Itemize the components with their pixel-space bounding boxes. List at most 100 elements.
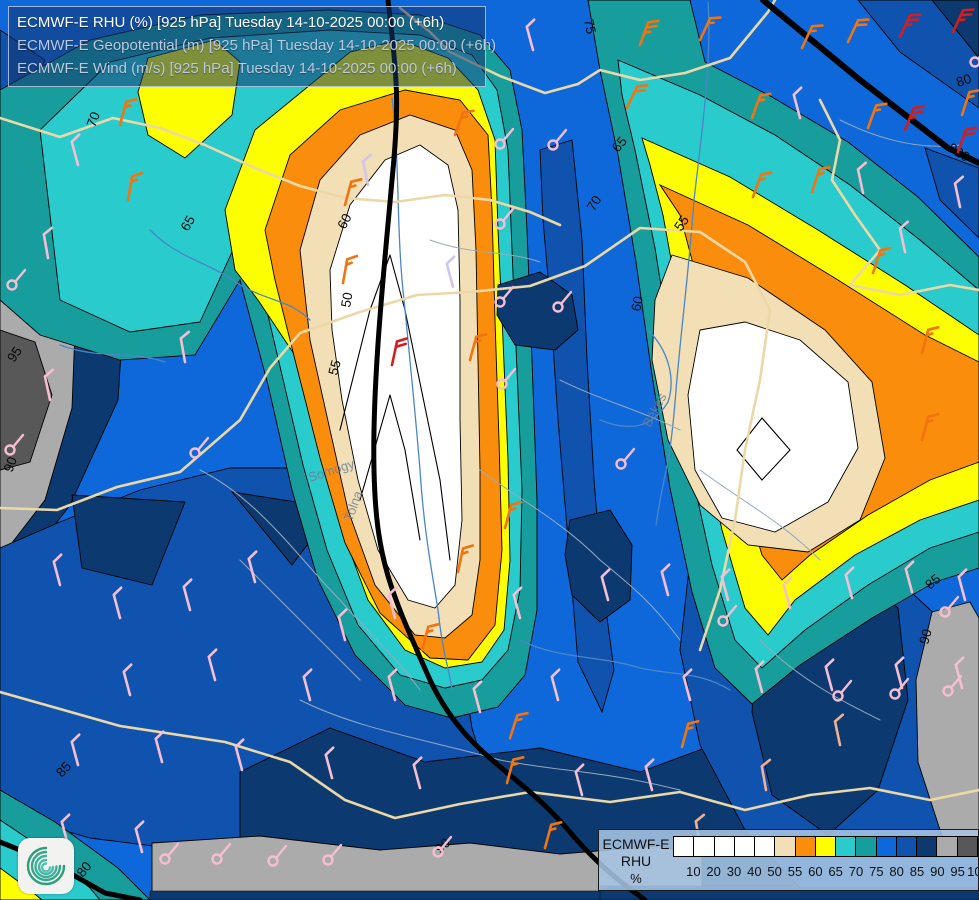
river-line bbox=[599, 329, 672, 427]
wind-barb bbox=[953, 175, 965, 209]
wind-barb bbox=[898, 220, 910, 254]
title-geopotential: ECMWF-E Geopotential (m) [925 hPa] Tuesd… bbox=[17, 37, 496, 54]
legend-swatch-75 bbox=[856, 836, 877, 857]
county-boundary-line bbox=[299, 699, 681, 791]
humidity-contour-label: 90 bbox=[1, 455, 20, 474]
wind-barb bbox=[871, 246, 892, 275]
county-boundary-line bbox=[199, 469, 421, 691]
legend-model: ECMWF-E bbox=[602, 835, 670, 852]
wind-barb bbox=[361, 153, 373, 187]
country-border-line bbox=[0, 226, 702, 512]
calm-wind-marker bbox=[267, 844, 288, 867]
calm-wind-marker bbox=[969, 55, 979, 68]
wind-barb bbox=[337, 608, 348, 642]
geopotential-contour-820 bbox=[760, 0, 979, 166]
legend-tick: 60 bbox=[808, 864, 823, 879]
wind-barb bbox=[956, 126, 978, 154]
wind-barb bbox=[574, 763, 585, 797]
wind-barb bbox=[920, 326, 940, 355]
humidity-contour-label: 55 bbox=[325, 358, 343, 376]
wind-barb bbox=[43, 368, 55, 402]
inner-contour-40 bbox=[736, 417, 791, 481]
wind-barb bbox=[824, 658, 835, 692]
wind-barb bbox=[525, 18, 536, 52]
legend-tick: 85 bbox=[909, 864, 925, 879]
color-legend: ECMWF-E RHU % 10 20 30 40 50 55 60 65 70 75 80 85 90… bbox=[598, 829, 979, 891]
wind-barb bbox=[903, 105, 926, 132]
legend-swatch-10 bbox=[674, 836, 695, 857]
wind-barb bbox=[960, 88, 979, 117]
band-rh-85-90 bbox=[496, 271, 579, 351]
wind-barb bbox=[302, 668, 313, 702]
wind-barb bbox=[387, 586, 398, 620]
wind-barb bbox=[445, 255, 456, 289]
humidity-contour-label: 70 bbox=[84, 110, 103, 129]
wind-barb bbox=[856, 161, 868, 195]
legend-parameter: RHU bbox=[620, 852, 652, 869]
wind-barb bbox=[134, 820, 145, 854]
legend-tick: 65 bbox=[828, 864, 843, 879]
wind-barb bbox=[324, 746, 335, 780]
wind-barb bbox=[844, 566, 855, 600]
weather-service-spiral-logo bbox=[18, 838, 74, 894]
wind-barb bbox=[42, 226, 54, 260]
calm-wind-marker bbox=[496, 367, 517, 390]
wind-barb bbox=[680, 720, 700, 749]
wind-barb bbox=[468, 333, 488, 362]
river-line bbox=[519, 639, 731, 691]
river-line bbox=[59, 344, 166, 363]
band-rh-below-50 bbox=[687, 321, 859, 533]
wind-barb bbox=[126, 171, 144, 202]
calm-wind-marker bbox=[322, 843, 343, 866]
legend-tick: 70 bbox=[848, 864, 864, 879]
humidity-contour-label: 90 bbox=[916, 627, 934, 645]
calm-wind-marker bbox=[939, 595, 960, 618]
wind-barb bbox=[760, 758, 772, 792]
humidity-contour-label: 80 bbox=[74, 859, 95, 880]
wind-barb bbox=[543, 821, 563, 850]
wind-barb bbox=[904, 560, 915, 594]
wind-barb bbox=[810, 165, 831, 194]
wind-barb bbox=[898, 13, 922, 39]
legend-tick: 95 bbox=[950, 864, 965, 879]
county-boundary-line bbox=[239, 559, 361, 681]
legend-unit: % bbox=[630, 870, 642, 886]
legend-tick: 40 bbox=[747, 864, 762, 879]
wind-barb bbox=[833, 713, 845, 747]
calm-wind-marker bbox=[717, 604, 738, 627]
county-boundary-line bbox=[559, 379, 681, 431]
wind-barb bbox=[70, 733, 81, 767]
wind-barb bbox=[660, 563, 671, 597]
legend-swatch-70 bbox=[836, 836, 857, 857]
wind-barb bbox=[508, 711, 529, 740]
title-rhu: ECMWF-E RHU (%) [925 hPa] Tuesday 14-10-… bbox=[17, 14, 445, 31]
calm-wind-marker bbox=[211, 842, 232, 865]
legend-swatch-85 bbox=[896, 836, 918, 857]
wind-barb bbox=[179, 330, 191, 364]
wind-barb bbox=[954, 656, 965, 690]
band-rh-below-50 bbox=[329, 144, 463, 609]
humidity-contour-label: 85 bbox=[922, 571, 943, 592]
wind-barb bbox=[343, 178, 363, 207]
wind-barb bbox=[505, 756, 525, 785]
title-wind: ECMWF-E Wind (m/s) [925 hPa] Tuesday 14-… bbox=[17, 60, 457, 77]
legend-caption: ECMWF-E RHU % bbox=[599, 830, 673, 892]
calm-wind-marker bbox=[889, 677, 910, 700]
wind-barb bbox=[638, 19, 660, 47]
legend-tick: 20 bbox=[706, 864, 721, 879]
humidity-contour-label: 60 bbox=[334, 211, 354, 231]
county-boundary-line bbox=[429, 239, 541, 263]
wind-barb bbox=[782, 576, 793, 610]
county-boundary-line bbox=[479, 469, 681, 641]
humidity-contour-label: 95 bbox=[4, 344, 25, 365]
wind-barb bbox=[118, 98, 138, 127]
wind-barb bbox=[750, 92, 772, 120]
calm-wind-marker bbox=[942, 674, 963, 697]
wind-barb bbox=[52, 553, 63, 587]
band-rh-85-90 bbox=[71, 494, 186, 586]
legend-swatch-90 bbox=[917, 836, 938, 857]
wind-barb bbox=[234, 738, 245, 772]
river-line bbox=[655, 1, 710, 526]
legend-tick: 50 bbox=[767, 864, 782, 879]
